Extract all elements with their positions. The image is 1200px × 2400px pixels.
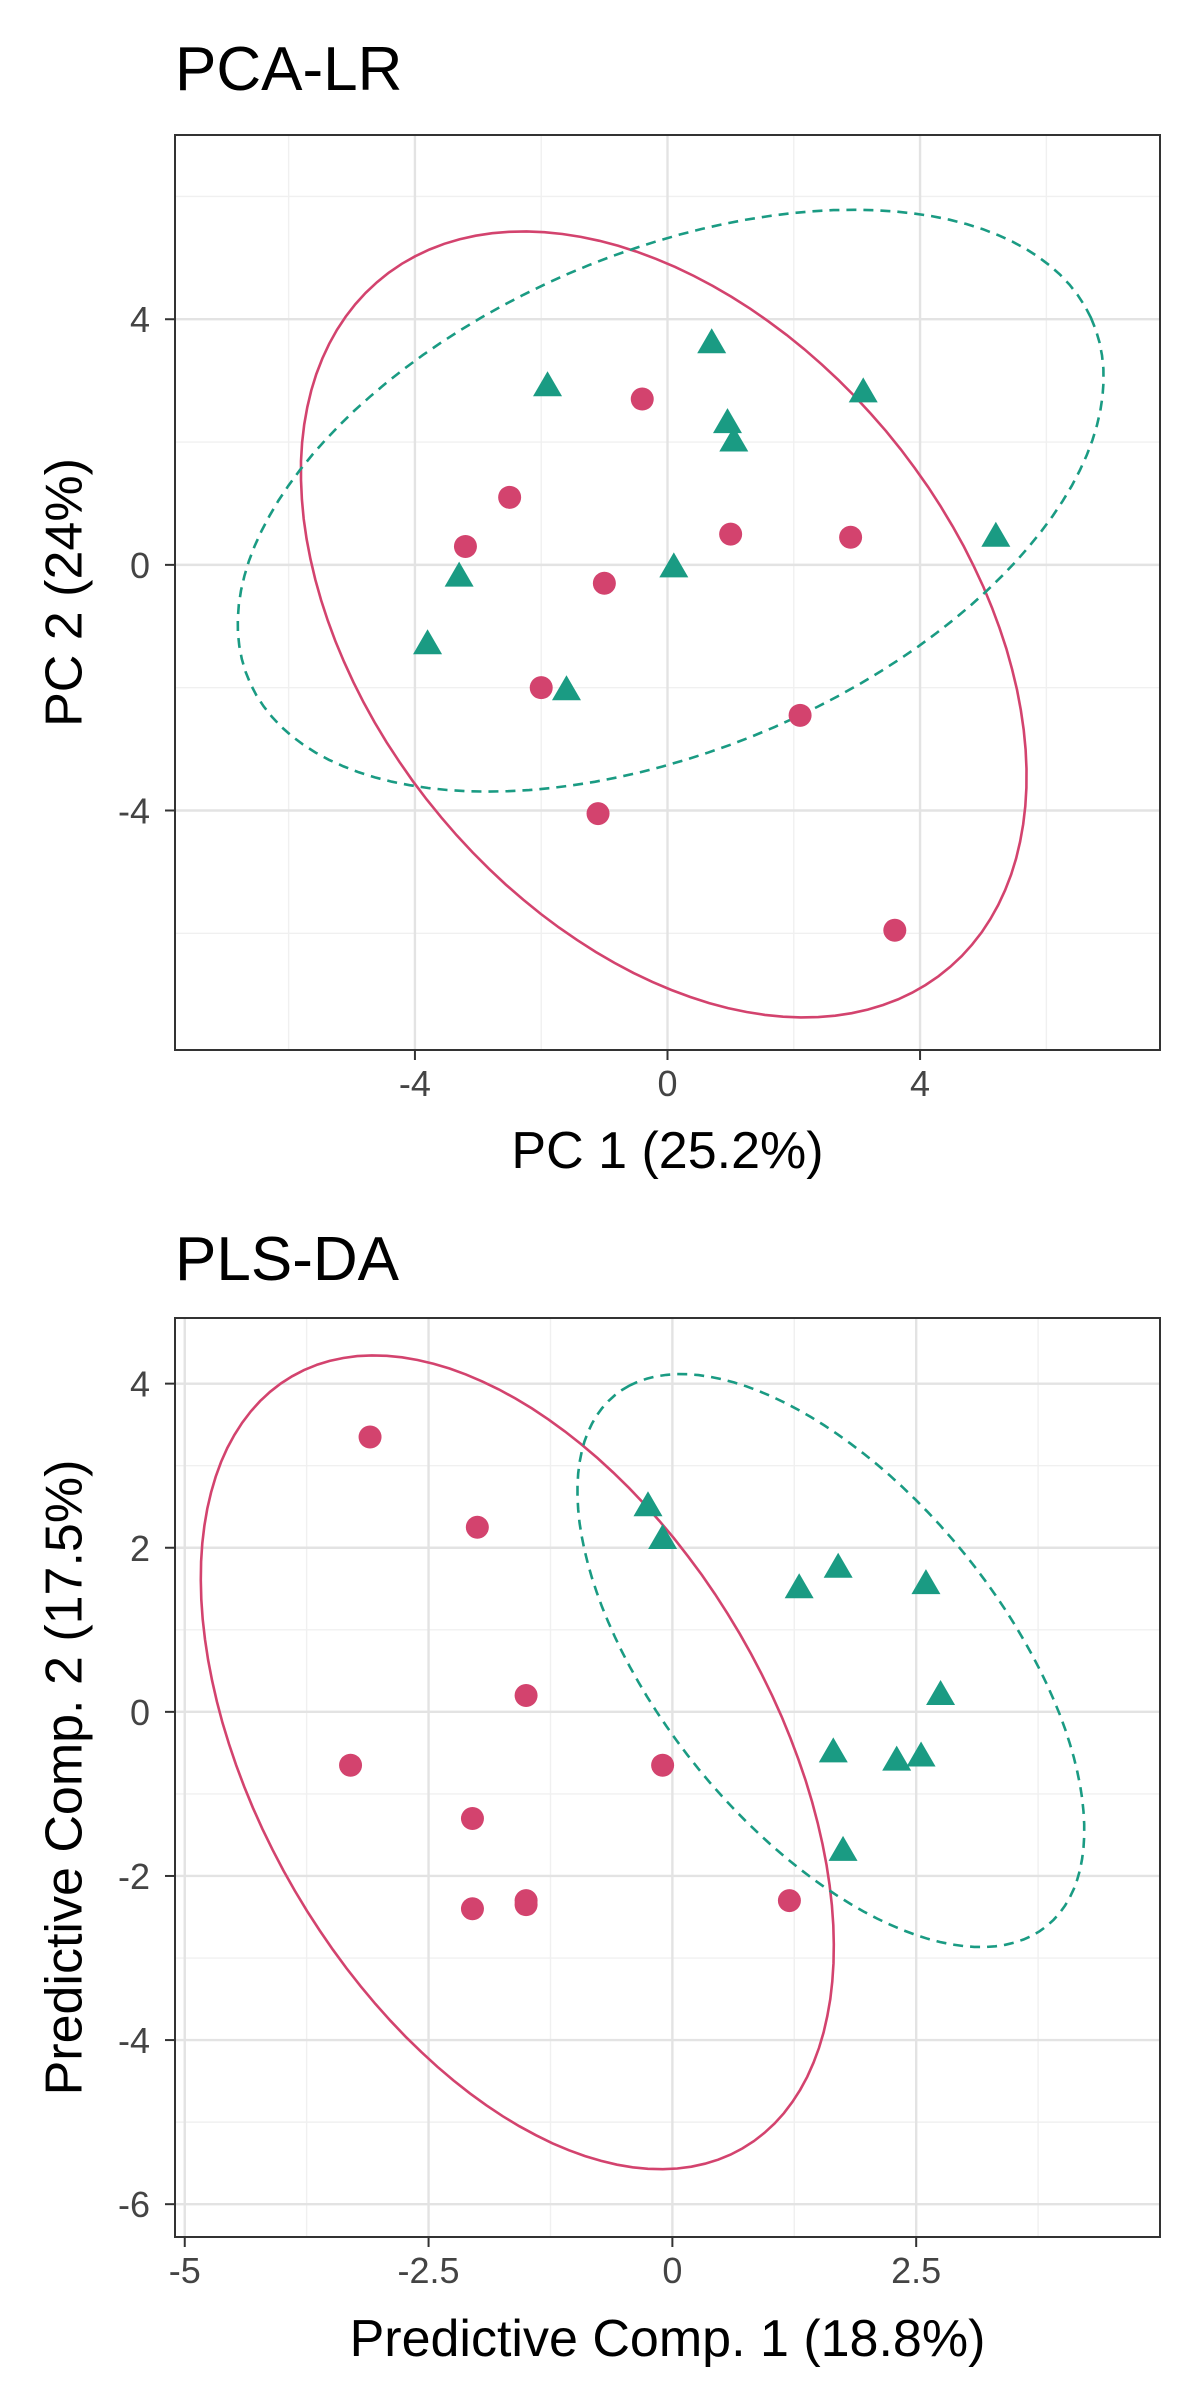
data-point-triangle (926, 1679, 956, 1705)
y-axis-title: PC 2 (24%) (36, 458, 94, 727)
data-point-triangle (906, 1741, 936, 1767)
data-point-circle (339, 1753, 363, 1777)
data-point-triangle (784, 1573, 814, 1599)
data-point-triangle (697, 328, 727, 354)
pca-lr-panel: -4 0 4 -4 0 4 PCA-LR PC 1 (25.2%) PC 2 (24%) (36, 35, 1161, 1180)
y-tick-label: -2 (118, 1856, 150, 1897)
x-tick-label: -4 (399, 1063, 431, 1104)
data-point-circle (719, 522, 743, 546)
data-point-triangle (828, 1835, 858, 1861)
data-point-triangle (712, 408, 742, 434)
data-point-triangle (659, 552, 689, 578)
data-point-triangle (533, 371, 563, 397)
y-tick-label: 0 (130, 1692, 150, 1733)
y-tick-label: 2 (130, 1528, 150, 1569)
x-tick-label: -5 (169, 2250, 201, 2291)
x-tick-label: -2.5 (398, 2250, 460, 2291)
pls-da-panel: -5 -2.5 0 2.5 -6 -4 -2 0 2 4 PLS-DA Predictive Comp… (36, 1225, 1161, 2368)
confidence-ellipse-series-1 (199, 1354, 836, 2171)
x-tick-label: 2.5 (891, 2250, 941, 2291)
x-tick-label: 4 (910, 1063, 930, 1104)
confidence-ellipses (236, 208, 1105, 1019)
data-point-triangle (823, 1552, 853, 1578)
data-point-triangle (818, 1737, 848, 1763)
data-point-circle (460, 1807, 484, 1831)
confidence-ellipse-series-2 (576, 1372, 1086, 1949)
confidence-ellipse-series-2 (236, 208, 1105, 793)
data-point-circle (498, 485, 522, 509)
data-point-triangle (551, 675, 581, 701)
data-point-triangle (911, 1569, 941, 1595)
data-point-circle (777, 1889, 801, 1913)
grid (175, 135, 1160, 1050)
data-point-triangle (633, 1491, 663, 1517)
data-point-circle (453, 534, 477, 558)
data-point-circle (465, 1515, 489, 1539)
data-point-circle (592, 571, 616, 595)
data-point-triangle (413, 629, 443, 655)
data-point-circle (883, 918, 907, 942)
y-tick-label: -6 (118, 2184, 150, 2225)
data-point-triangle (719, 426, 749, 452)
data-point-triangle (981, 521, 1011, 547)
data-point-circle (514, 1683, 538, 1707)
data-point-circle (630, 387, 654, 411)
y-tick-label: 4 (130, 299, 150, 340)
data-points (413, 328, 1011, 942)
data-point-circle (460, 1897, 484, 1921)
chart-title: PCA-LR (175, 35, 402, 104)
y-tick-label: -4 (118, 2020, 150, 2061)
data-point-triangle (848, 377, 878, 403)
axes: -5 -2.5 0 2.5 -6 -4 -2 0 2 4 (118, 1364, 941, 2291)
axes: -4 0 4 -4 0 4 (118, 299, 930, 1104)
data-point-circle (788, 703, 812, 727)
data-point-triangle (648, 1524, 678, 1550)
x-tick-label: 0 (662, 2250, 682, 2291)
confidence-ellipse-series-1 (299, 230, 1028, 1019)
y-tick-label: 0 (130, 545, 150, 586)
data-point-circle (514, 1893, 538, 1917)
data-point-circle (839, 525, 863, 549)
y-tick-label: -4 (118, 791, 150, 832)
data-point-triangle (882, 1745, 912, 1771)
data-points (339, 1425, 956, 1921)
data-point-circle (529, 676, 553, 700)
x-axis-title: Predictive Comp. 1 (18.8%) (350, 2310, 986, 2368)
y-tick-label: 4 (130, 1364, 150, 1405)
chart-title: PLS-DA (175, 1225, 400, 1294)
data-point-triangle (444, 561, 474, 587)
grid (175, 1318, 1160, 2237)
x-axis-title: PC 1 (25.2%) (511, 1122, 823, 1180)
data-point-circle (651, 1753, 675, 1777)
x-tick-label: 0 (657, 1063, 677, 1104)
panel-border (174, 1317, 1161, 2238)
y-axis-title: Predictive Comp. 2 (17.5%) (36, 1460, 94, 2096)
data-point-circle (586, 802, 610, 826)
confidence-ellipses (199, 1354, 1086, 2171)
data-point-circle (358, 1425, 382, 1449)
